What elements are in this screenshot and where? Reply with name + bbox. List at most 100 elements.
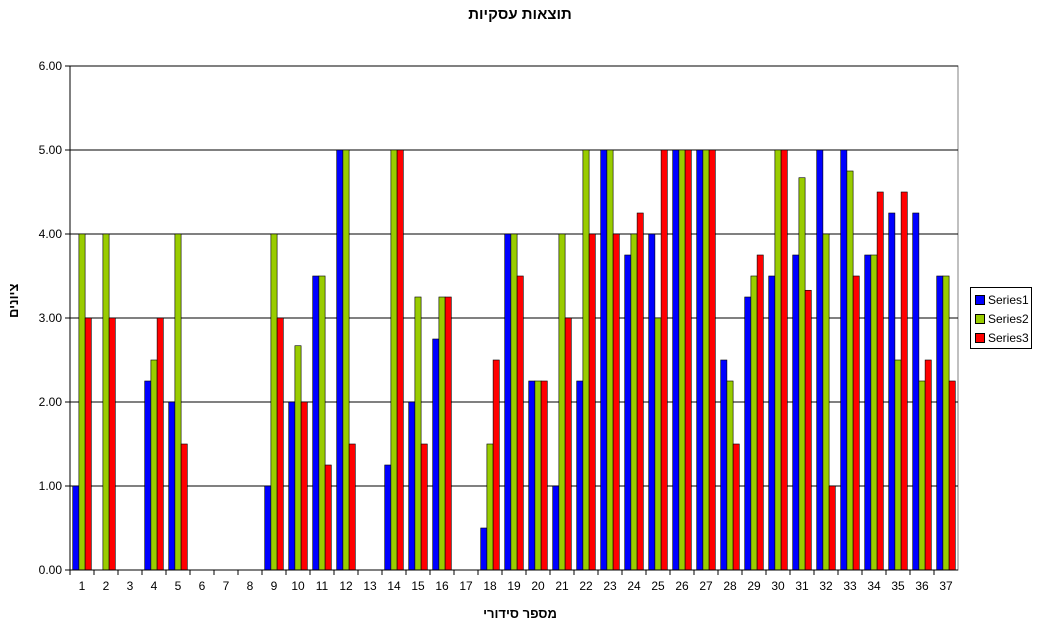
bar-series1-16 bbox=[432, 338, 440, 571]
bar-series3-4 bbox=[156, 317, 164, 571]
bar-series2-29 bbox=[750, 275, 758, 571]
bar-series2-16 bbox=[438, 296, 446, 571]
bar-series1-26 bbox=[672, 149, 680, 571]
bar-series1-28 bbox=[720, 359, 728, 571]
bar-series2-15 bbox=[414, 296, 422, 571]
bar-series2-20 bbox=[534, 380, 542, 571]
x-tick-label: 11 bbox=[316, 579, 329, 593]
bar-series3-15 bbox=[420, 443, 428, 571]
bar-series1-34 bbox=[864, 254, 872, 571]
bar-series1-36 bbox=[912, 212, 920, 571]
x-tick-label: 29 bbox=[747, 579, 761, 593]
bar-series1-4 bbox=[144, 380, 152, 571]
bar-series1-33 bbox=[840, 149, 848, 571]
bar-series1-5 bbox=[168, 401, 176, 571]
y-tick-label: 5.00 bbox=[39, 143, 63, 157]
bar-series3-23 bbox=[612, 233, 620, 571]
bar-series1-19 bbox=[504, 233, 512, 571]
bar-series3-22 bbox=[588, 233, 596, 571]
bar-series2-1 bbox=[78, 233, 86, 571]
bar-series3-31 bbox=[804, 289, 812, 571]
bar-series2-37 bbox=[942, 275, 950, 571]
bar-series1-23 bbox=[600, 149, 608, 571]
bar-series2-2 bbox=[102, 233, 110, 571]
x-tick-label: 3 bbox=[127, 579, 134, 593]
x-tick-label: 8 bbox=[247, 579, 254, 593]
bar-series3-26 bbox=[684, 149, 692, 571]
bar-series3-5 bbox=[180, 443, 188, 571]
bar-series3-24 bbox=[636, 212, 644, 571]
x-tick-label: 21 bbox=[555, 579, 569, 593]
bar-series2-4 bbox=[150, 359, 158, 571]
bar-series1-30 bbox=[768, 275, 776, 571]
legend-item: Series1 bbox=[975, 290, 1031, 309]
bar-series3-14 bbox=[396, 149, 404, 571]
bar-series2-5 bbox=[174, 233, 182, 571]
bar-series1-27 bbox=[696, 149, 704, 571]
bar-series2-21 bbox=[558, 233, 566, 571]
bar-series1-35 bbox=[888, 212, 896, 571]
x-tick-label: 36 bbox=[915, 579, 929, 593]
y-tick-label: 0.00 bbox=[39, 563, 63, 577]
bar-series3-19 bbox=[516, 275, 524, 571]
bar-series3-21 bbox=[564, 317, 572, 571]
bar-series3-35 bbox=[900, 191, 908, 571]
x-tick-label: 18 bbox=[483, 579, 497, 593]
x-tick-label: 28 bbox=[723, 579, 737, 593]
bar-series1-29 bbox=[744, 296, 752, 571]
bar-series1-22 bbox=[576, 380, 584, 571]
bar-series3-2 bbox=[108, 317, 116, 571]
bar-series1-12 bbox=[336, 149, 344, 571]
bar-series2-33 bbox=[846, 170, 854, 571]
x-tick-label: 22 bbox=[579, 579, 593, 593]
x-tick-label: 4 bbox=[151, 579, 158, 593]
legend-swatch bbox=[975, 294, 985, 305]
bar-series1-24 bbox=[624, 254, 632, 571]
bar-series3-20 bbox=[540, 380, 548, 571]
x-tick-label: 30 bbox=[771, 579, 785, 593]
bar-series1-21 bbox=[552, 485, 560, 571]
bar-series3-1 bbox=[84, 317, 92, 571]
bar-series2-35 bbox=[894, 359, 902, 571]
y-tick-label: 2.00 bbox=[39, 395, 63, 409]
x-tick-label: 20 bbox=[531, 579, 545, 593]
bar-series1-20 bbox=[528, 380, 536, 571]
bar-series2-10 bbox=[294, 345, 302, 571]
x-tick-label: 1 bbox=[79, 579, 86, 593]
bar-series3-33 bbox=[852, 275, 860, 571]
x-tick-label: 33 bbox=[843, 579, 857, 593]
bar-series2-11 bbox=[318, 275, 326, 571]
x-tick-label: 10 bbox=[291, 579, 305, 593]
bar-series3-34 bbox=[876, 191, 884, 571]
y-tick-label: 6.00 bbox=[39, 59, 63, 73]
bar-series3-28 bbox=[732, 443, 740, 571]
legend-item: Series2 bbox=[975, 309, 1031, 328]
x-tick-label: 13 bbox=[363, 579, 377, 593]
bar-series1-25 bbox=[648, 233, 656, 571]
bar-series1-9 bbox=[264, 485, 272, 571]
bar-series1-15 bbox=[408, 401, 416, 571]
bar-series3-29 bbox=[756, 254, 764, 571]
bar-series2-24 bbox=[630, 233, 638, 571]
bar-series3-12 bbox=[348, 443, 356, 571]
legend-swatch bbox=[975, 313, 985, 324]
x-tick-label: 34 bbox=[867, 579, 881, 593]
chart-title: תוצאות עסקיות bbox=[468, 6, 572, 23]
bar-series1-14 bbox=[384, 464, 392, 571]
bar-series1-10 bbox=[288, 401, 296, 571]
x-tick-label: 26 bbox=[675, 579, 689, 593]
bar-series2-22 bbox=[582, 149, 590, 571]
x-tick-label: 37 bbox=[939, 579, 953, 593]
bar-series2-14 bbox=[390, 149, 398, 571]
x-axis-label: מספר סידורי bbox=[483, 606, 557, 621]
y-tick-label: 1.00 bbox=[39, 479, 63, 493]
x-tick-label: 6 bbox=[199, 579, 206, 593]
legend-swatch bbox=[975, 332, 985, 343]
x-tick-label: 15 bbox=[411, 579, 425, 593]
x-tick-label: 7 bbox=[223, 579, 230, 593]
chart-legend: Series1 Series2 Series3 bbox=[970, 287, 1032, 349]
bar-series3-18 bbox=[492, 359, 500, 571]
x-tick-label: 32 bbox=[819, 579, 833, 593]
bar-series3-16 bbox=[444, 296, 452, 571]
